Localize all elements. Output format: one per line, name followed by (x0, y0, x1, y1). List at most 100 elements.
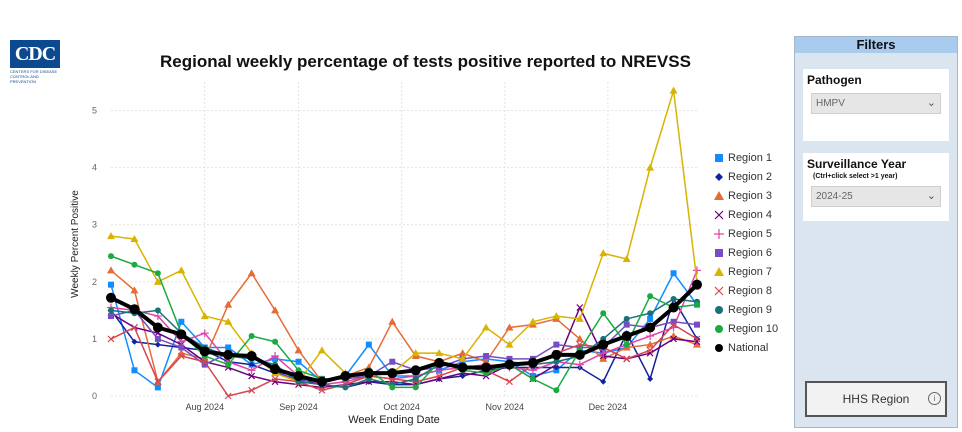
info-icon[interactable]: i (928, 392, 941, 405)
data-point-region-3 (247, 269, 256, 277)
data-point-region-6 (178, 344, 185, 351)
data-point-region-2 (154, 341, 161, 348)
legend-label-region-8: Region 8 (728, 284, 773, 297)
data-point-region-10 (108, 253, 114, 260)
data-point-region-5 (646, 332, 655, 341)
data-point-region-10 (248, 333, 255, 340)
y-tick-label: 0 (92, 391, 97, 401)
legend-label-region-5: Region 5 (728, 227, 773, 240)
data-point-national (504, 359, 515, 370)
data-point-region-10 (412, 384, 419, 391)
data-point-region-5 (271, 352, 280, 361)
data-point-region-10 (272, 338, 279, 345)
data-point-region-7 (505, 340, 514, 348)
data-point-region-6 (670, 318, 677, 325)
surveillance-year-value: 2024-25 (816, 191, 853, 202)
data-point-region-5 (575, 360, 584, 369)
legend-marker-region-4 (714, 210, 724, 219)
cdc-logo-mark: CDC (10, 40, 60, 68)
data-point-region-7 (177, 266, 186, 274)
data-point-national (481, 362, 492, 373)
legend-swatch-region-2 (715, 172, 723, 181)
legend-marker-region-3 (714, 190, 724, 200)
data-point-region-7 (528, 317, 537, 325)
surveillance-year-label: Surveillance Year (807, 157, 907, 171)
data-point-region-7 (552, 312, 561, 320)
series-line-region-3 (110, 269, 698, 383)
data-point-region-3 (693, 340, 701, 348)
data-point-region-8 (693, 335, 701, 343)
legend-swatch-region-4 (714, 210, 724, 219)
legend-item-region-9[interactable]: Region 9 (714, 300, 778, 319)
data-point-region-3 (575, 334, 584, 342)
data-point-national (574, 349, 585, 360)
data-point-region-10 (623, 341, 630, 348)
data-point-region-3 (599, 354, 608, 362)
data-point-national (692, 279, 702, 290)
data-point-region-7 (107, 232, 115, 240)
legend-label-region-9: Region 9 (728, 303, 773, 316)
legend-marker-region-6 (715, 248, 723, 257)
y-tick-label: 5 (92, 106, 97, 116)
data-point-region-8 (506, 378, 513, 386)
data-point-region-7 (130, 235, 139, 242)
legend-item-region-7[interactable]: Region 7 (714, 262, 778, 281)
legend-marker-region-8 (714, 286, 724, 295)
chevron-down-icon: ⌄ (926, 190, 936, 202)
filters-panel: Filters Pathogen HMPV ⌄ Surveillance Yea… (794, 36, 958, 428)
data-point-region-1 (647, 315, 654, 322)
legend-swatch-region-9 (715, 305, 723, 314)
pathogen-dropdown[interactable]: HMPV ⌄ (811, 93, 941, 114)
legend-item-region-6[interactable]: Region 6 (714, 243, 778, 262)
data-point-region-2 (131, 338, 138, 345)
legend-swatch-region-6 (715, 248, 723, 257)
legend-item-region-2[interactable]: Region 2 (714, 167, 778, 186)
data-point-region-7 (435, 349, 444, 357)
x-tick-label: Oct 2024 (383, 402, 420, 412)
legend-item-national[interactable]: National (714, 338, 778, 357)
legend-item-region-5[interactable]: Region 5 (714, 224, 778, 243)
series-line-region-5 (110, 270, 698, 386)
data-point-region-4 (576, 304, 584, 311)
surveillance-year-hint: (Ctrl+click select >1 year) (813, 173, 898, 180)
data-point-region-7 (200, 312, 209, 320)
legend-item-region-10[interactable]: Region 10 (714, 319, 778, 338)
legend-item-region-8[interactable]: Region 8 (714, 281, 778, 300)
data-point-region-5 (599, 349, 608, 358)
pathogen-value: HMPV (816, 98, 845, 109)
data-point-region-6 (483, 353, 490, 360)
data-point-region-9 (623, 315, 630, 322)
data-point-region-8 (131, 324, 138, 331)
data-point-region-4 (248, 372, 256, 380)
data-point-national (598, 339, 609, 350)
legend-swatch-region-8 (714, 286, 724, 295)
data-point-national (340, 371, 351, 382)
data-point-region-6 (108, 313, 114, 320)
data-point-region-9 (647, 310, 654, 317)
data-point-national (527, 357, 538, 368)
hhs-region-button[interactable]: HHS Region i (805, 381, 947, 417)
data-point-region-7 (482, 323, 491, 331)
data-point-region-3 (669, 332, 678, 340)
legend-item-region-1[interactable]: Region 1 (714, 148, 778, 167)
data-point-region-10 (553, 387, 560, 394)
pathogen-slicer: Pathogen HMPV ⌄ (803, 69, 949, 141)
data-point-region-7 (411, 349, 420, 357)
surveillance-year-dropdown[interactable]: 2024-25 ⌄ (811, 186, 941, 207)
data-point-national (645, 322, 656, 333)
y-axis-label: Weekly Percent Positive (70, 190, 81, 298)
data-point-region-2 (248, 361, 255, 368)
data-point-national (152, 322, 163, 333)
legend-item-region-4[interactable]: Region 4 (714, 205, 778, 224)
data-point-region-5 (153, 312, 162, 321)
data-point-region-8 (248, 386, 256, 394)
data-point-region-6 (694, 321, 700, 328)
data-point-region-10 (600, 310, 607, 317)
chevron-down-icon: ⌄ (926, 97, 936, 109)
data-point-region-4 (693, 338, 701, 346)
legend-marker-region-2 (715, 172, 723, 181)
data-point-region-3 (388, 317, 397, 325)
data-point-region-6 (623, 321, 630, 328)
legend-item-region-3[interactable]: Region 3 (714, 186, 778, 205)
data-point-region-10 (647, 293, 654, 300)
